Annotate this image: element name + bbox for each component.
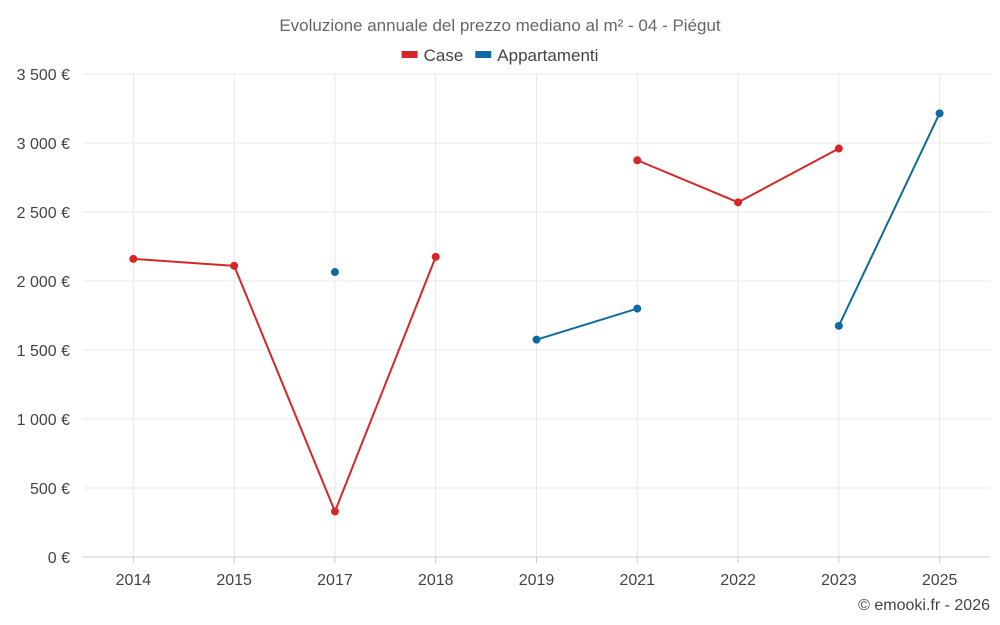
data-point[interactable]: [633, 304, 642, 313]
y-tick-label: 0 €: [48, 550, 70, 567]
y-tick-label: 3 500 €: [17, 67, 70, 84]
series-line-segment: [636, 159, 740, 204]
series-line-segment: [233, 264, 336, 513]
data-point[interactable]: [633, 156, 642, 165]
x-axis: 2014 2015 2017 2018 2019 2021 2022 2023 2025: [83, 556, 990, 589]
y-tick-label: 500 €: [30, 481, 70, 498]
y-tick-label: 2 000 €: [17, 274, 70, 291]
x-tick-label: 2014: [116, 572, 152, 589]
legend-label: Case: [424, 46, 464, 65]
data-point[interactable]: [330, 268, 339, 277]
x-tick-label: 2022: [720, 572, 756, 589]
series-line-segment: [132, 257, 236, 267]
x-tick-label: 2021: [619, 572, 655, 589]
legend-swatch: [475, 51, 492, 58]
y-tick-label: 3 000 €: [17, 136, 70, 153]
y-tick-label: 1 500 €: [17, 343, 70, 360]
series-appartamenti: [330, 109, 944, 344]
series-line-segment: [333, 255, 437, 513]
y-tick-label: 1 000 €: [17, 412, 70, 429]
series-line-segment: [737, 147, 840, 204]
x-tick-label: 2018: [418, 572, 454, 589]
series-line-segment: [837, 112, 941, 327]
data-point[interactable]: [230, 261, 239, 270]
x-tick-label: 2025: [922, 572, 958, 589]
grid: [83, 73, 990, 558]
data-point[interactable]: [129, 254, 138, 263]
x-tick-label: 2017: [317, 572, 353, 589]
data-point[interactable]: [834, 321, 843, 330]
x-tick-label: 2019: [519, 572, 555, 589]
data-point[interactable]: [734, 198, 743, 207]
chart-legend: Case Appartamenti: [401, 46, 598, 65]
series-layer: [129, 109, 944, 516]
legend-label: Appartamenti: [497, 46, 598, 65]
series-case: [129, 144, 843, 516]
chart-title: Evoluzione annuale del prezzo mediano al…: [279, 16, 721, 35]
series-line-segment: [535, 307, 639, 341]
x-tick-label: 2023: [821, 572, 857, 589]
y-tick-label: 2 500 €: [17, 205, 70, 222]
data-point[interactable]: [935, 109, 944, 118]
legend-item-appartamenti[interactable]: Appartamenti: [475, 46, 598, 65]
y-axis: 0 € 500 € 1 000 € 1 500 € 2 000 € 2 500 € 3 00…: [17, 67, 70, 567]
x-tick-label: 2015: [216, 572, 252, 589]
legend-swatch: [401, 51, 418, 58]
credit-text: © emooki.fr - 2026: [858, 597, 990, 614]
legend-item-case[interactable]: Case: [401, 46, 464, 65]
data-point[interactable]: [431, 252, 440, 261]
data-point[interactable]: [532, 335, 541, 344]
data-point[interactable]: [330, 507, 339, 516]
data-point[interactable]: [834, 144, 843, 153]
